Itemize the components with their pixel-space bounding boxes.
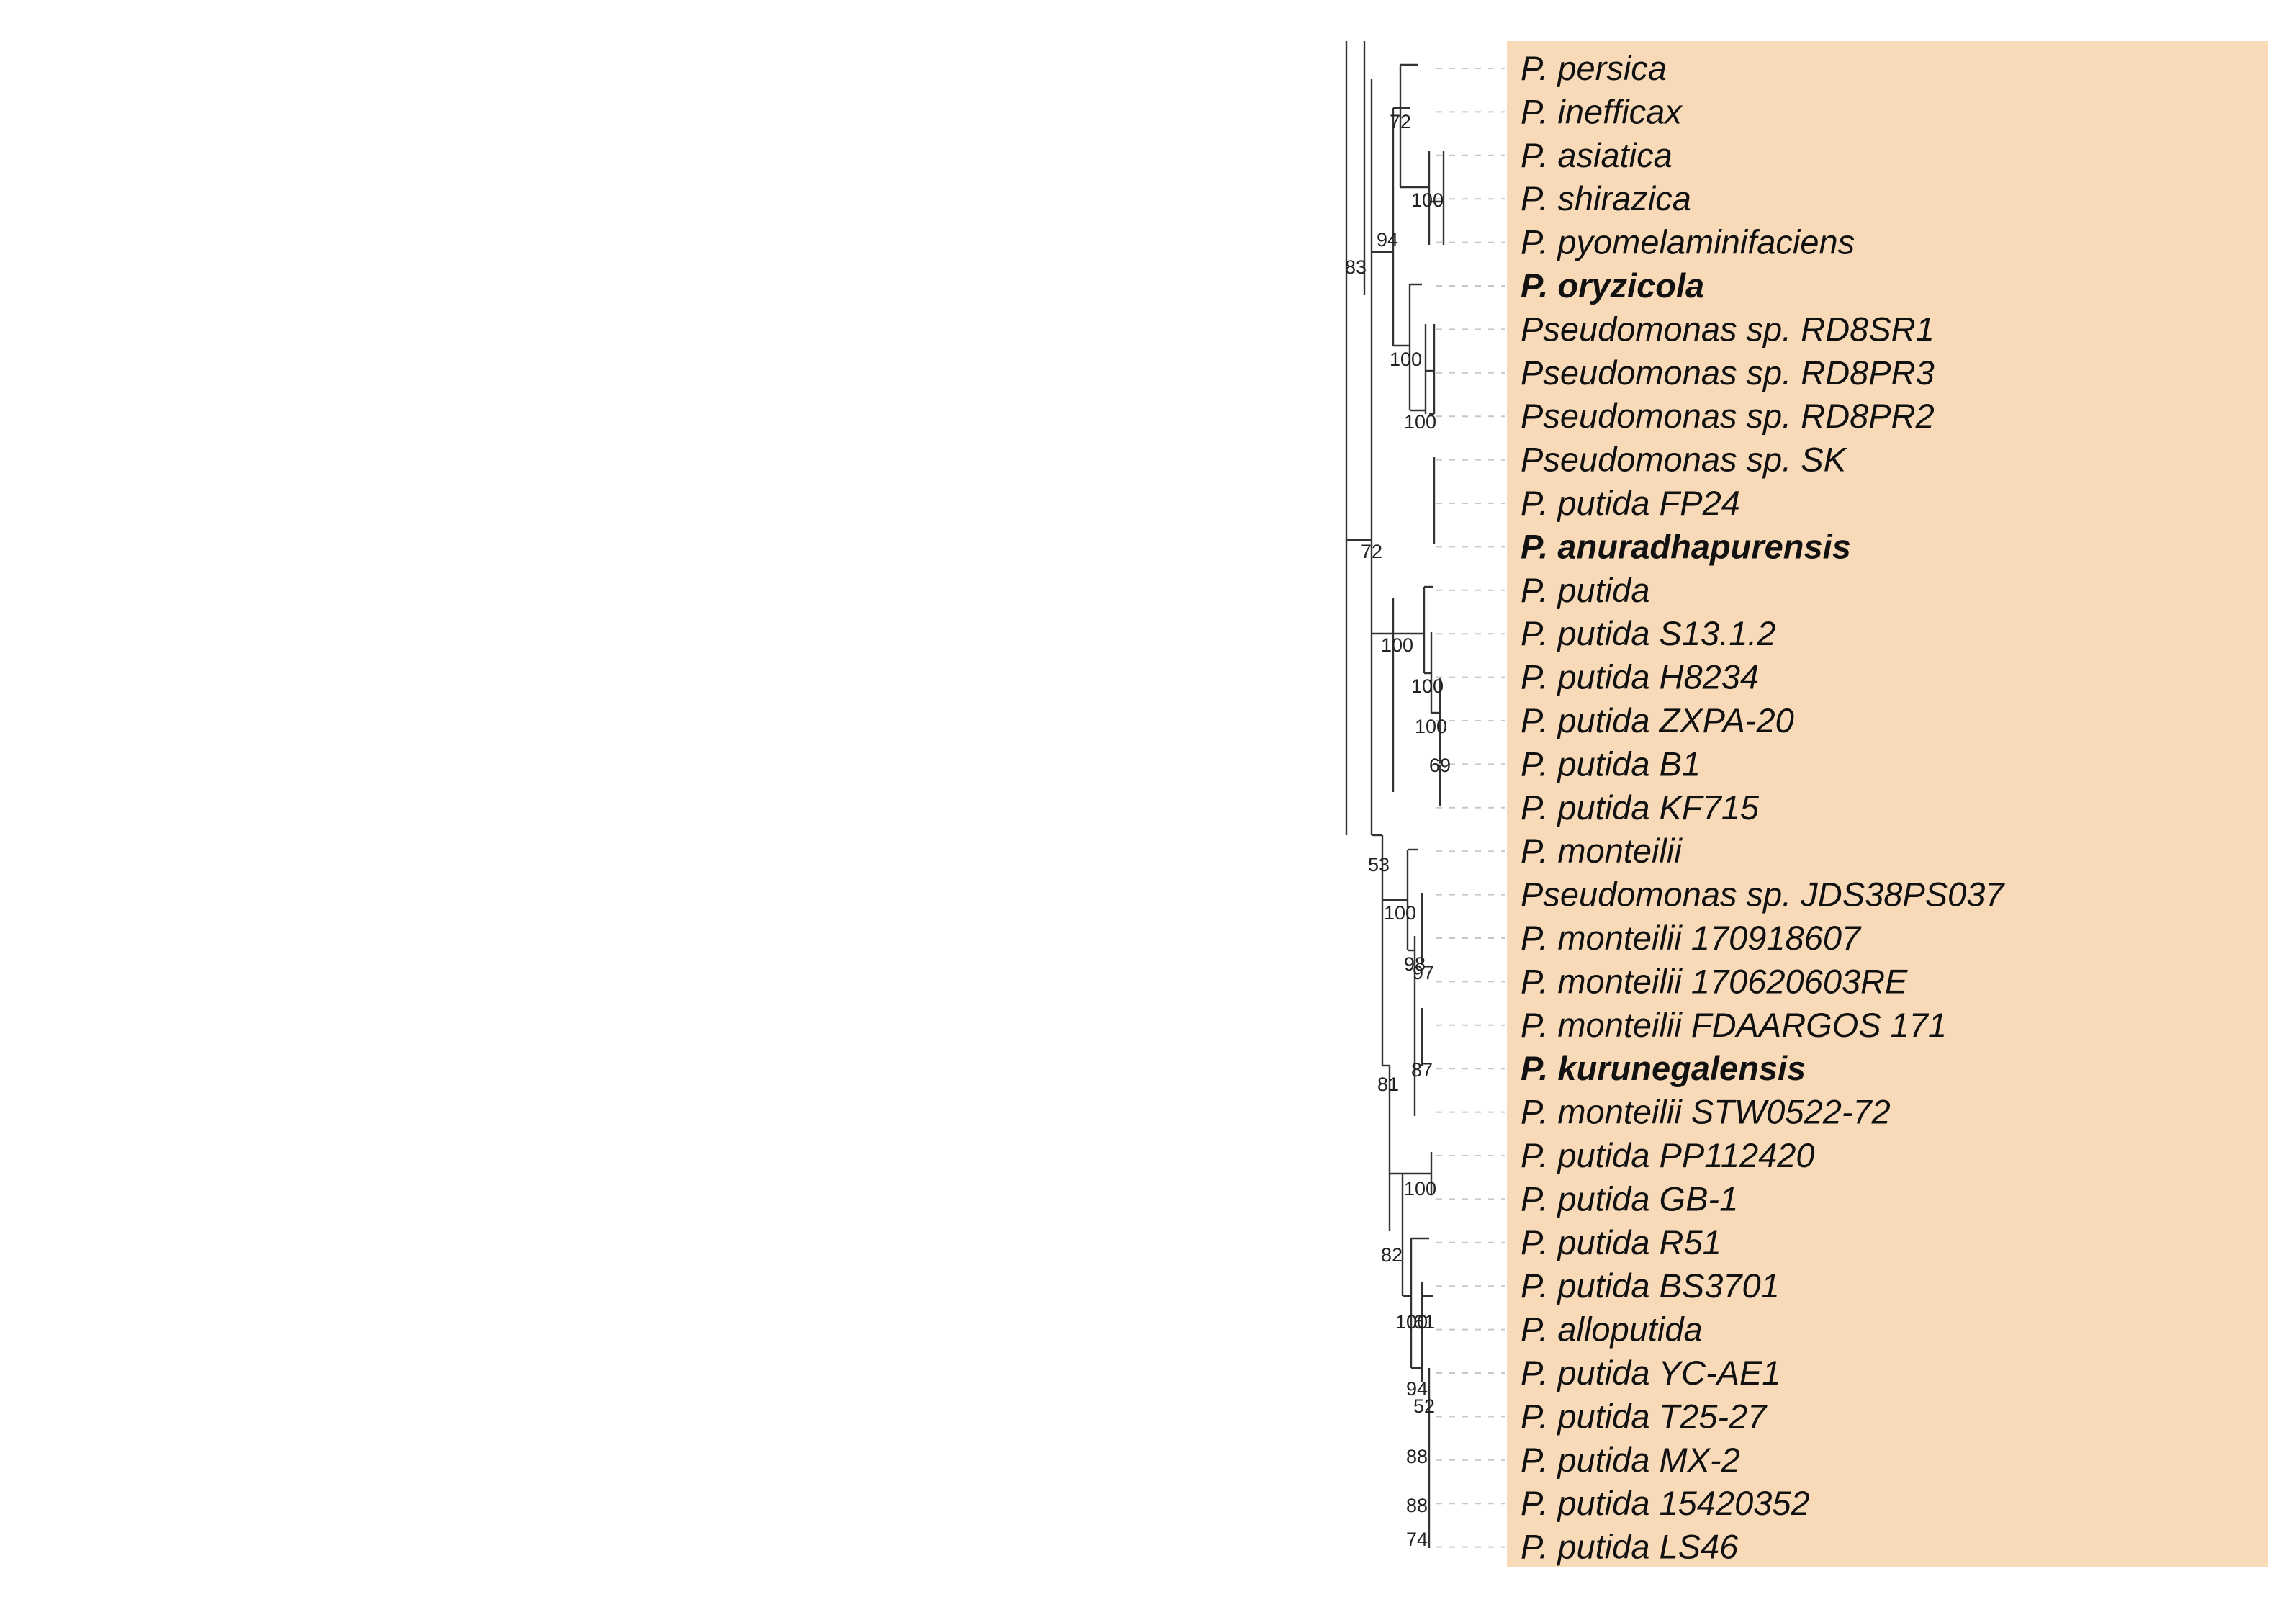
taxon-label: P. monteilii 170620603RE [1521,962,1908,1000]
bootstrap-value: 94 [1406,1378,1428,1400]
bootstrap-value: 100 [1404,1178,1436,1200]
bootstrap-value: 52 [1413,1395,1435,1417]
bootstrap-value: 69 [1429,755,1451,776]
taxon-label: Pseudomonas sp. RD8PR2 [1521,397,1935,435]
bootstrap-value: 100 [1411,675,1444,697]
bootstrap-value: 100 [1395,1311,1428,1333]
taxon-label: P. pyomelaminifaciens [1521,223,1855,261]
bootstrap-value: 74 [1406,1529,1428,1550]
bootstrap-value: 83 [1345,256,1367,278]
taxon-label: P. shirazica [1521,179,1691,217]
taxon-label: P. alloputida [1521,1310,1703,1349]
bootstrap-value: 53 [1368,854,1390,876]
bootstrap-value: 81 [1377,1074,1399,1095]
taxon-label: P. putida H8234 [1521,658,1759,696]
bootstrap-value: 88 [1406,1446,1428,1467]
taxon-label: P. putida ZXPA-20 [1521,701,1794,739]
bootstrap-value: 98 [1404,953,1426,975]
bootstrap-value: 100 [1390,348,1422,370]
taxon-label: P. putida LS46 [1521,1528,1739,1566]
bootstrap-value: 72 [1390,111,1411,132]
taxon-label: P. asiatica [1521,136,1673,174]
bootstrap-value: 100 [1411,189,1444,211]
taxon-label: P. putida PP112420 [1521,1136,1815,1174]
taxon-label: P. monteilii [1521,832,1683,870]
bootstrap-value: 87 [1411,1059,1433,1081]
taxon-label: P. anuradhapurensis [1521,527,1851,565]
bootstrap-value: 72 [1361,541,1382,562]
taxon-label: P. putida S13.1.2 [1521,614,1776,652]
bootstrap-value: 88 [1406,1495,1428,1516]
taxon-label: P. oryzicola [1521,266,1704,305]
taxon-label: P. putida B1 [1521,744,1701,783]
taxon-label: P. putida FP24 [1521,484,1740,522]
taxon-label: P. putida KF715 [1521,788,1760,827]
taxon-label: P. putida YC-AE1 [1521,1354,1780,1392]
taxon-label: P. putida GB-1 [1521,1179,1738,1218]
taxon-label: Pseudomonas sp. RD8PR3 [1521,354,1935,392]
bootstrap-value: 97 [1413,962,1434,984]
bootstrap-value: 82 [1381,1244,1403,1266]
taxon-label: P. putida MX-2 [1521,1441,1740,1479]
taxon-label: P. putida BS3701 [1521,1266,1780,1305]
bootstrap-value: 100 [1384,902,1416,924]
taxon-label: P. monteilii STW0522-72 [1521,1093,1891,1131]
taxon-label: P. putida R51 [1521,1223,1721,1261]
tip-labels: P. persica P. inefficax P. asiatica P. shir… [1521,49,2005,1566]
taxon-label: P. monteilii FDAARGOS 171 [1521,1006,1947,1044]
bootstrap-value: 61 [1413,1311,1435,1333]
bootstrap-value: 94 [1377,229,1398,251]
taxon-label: P. kurunegalensis [1521,1049,1806,1087]
taxon-label: P. persica [1521,49,1667,87]
taxon-label: P. putida T25-27 [1521,1397,1768,1435]
bootstrap-value: 100 [1415,716,1447,737]
taxon-label: Pseudomonas sp. JDS38PS037 [1521,876,2005,914]
tip-leaders [1436,68,1505,1548]
taxon-label: P. monteilii 170918607 [1521,919,1862,957]
taxon-label: P. putida [1521,571,1649,609]
bootstrap-value: 100 [1404,411,1436,433]
tree-branches [1345,41,1445,1548]
taxon-label: P. inefficax [1521,92,1683,130]
bootstrap-value: 100 [1381,634,1413,656]
taxon-label: Pseudomonas sp. RD8SR1 [1521,310,1935,348]
taxon-label: Pseudomonas sp. SK [1521,441,1848,479]
taxon-label: P. putida 15420352 [1521,1484,1810,1522]
highlight-box [1507,41,2268,1567]
